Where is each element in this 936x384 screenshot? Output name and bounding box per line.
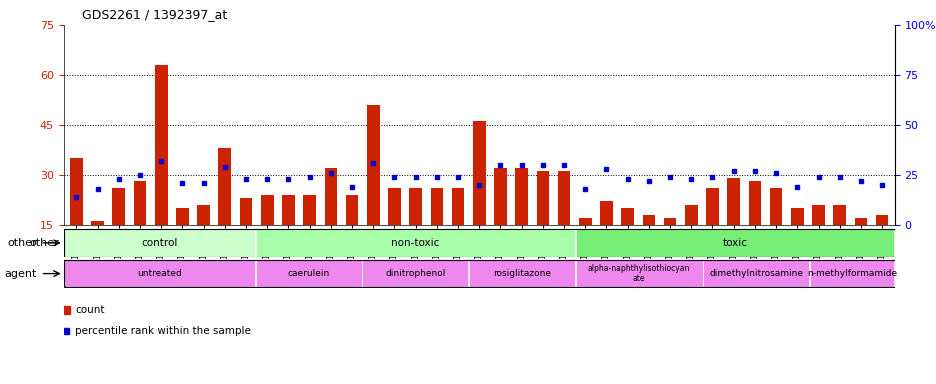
Bar <box>154 65 168 225</box>
Bar <box>748 181 760 225</box>
Text: caerulein: caerulein <box>287 269 329 278</box>
Bar <box>809 260 894 288</box>
Text: count: count <box>75 305 104 315</box>
Text: agent: agent <box>5 268 37 279</box>
Bar <box>621 208 634 225</box>
Bar <box>91 221 104 225</box>
Bar <box>642 215 654 225</box>
Text: other: other <box>29 238 59 248</box>
Bar <box>832 205 845 225</box>
Bar <box>536 171 548 225</box>
Bar <box>726 178 739 225</box>
Bar <box>663 218 676 225</box>
Text: percentile rank within the sample: percentile rank within the sample <box>75 326 251 336</box>
Bar <box>240 198 252 225</box>
Text: dinitrophenol: dinitrophenol <box>385 269 445 278</box>
Bar <box>599 201 612 225</box>
Bar <box>557 171 570 225</box>
Text: untreated: untreated <box>137 269 182 278</box>
Bar <box>875 215 887 225</box>
Bar <box>367 105 379 225</box>
Text: other: other <box>7 238 37 248</box>
Bar <box>768 188 782 225</box>
Bar <box>790 208 803 225</box>
Bar <box>812 205 824 225</box>
Text: control: control <box>141 238 178 248</box>
Bar <box>218 148 231 225</box>
Bar <box>282 195 295 225</box>
Text: non-toxic: non-toxic <box>390 238 439 248</box>
Bar <box>706 188 718 225</box>
Bar <box>473 121 485 225</box>
Text: toxic: toxic <box>722 238 747 248</box>
Bar <box>854 218 867 225</box>
Bar <box>64 229 255 257</box>
Bar <box>515 168 528 225</box>
Text: n-methylformamide: n-methylformamide <box>806 269 897 278</box>
Bar <box>388 188 401 225</box>
Bar <box>362 260 468 288</box>
Bar <box>578 218 591 225</box>
Bar <box>575 229 894 257</box>
Bar <box>324 168 337 225</box>
Bar <box>64 260 255 288</box>
Text: rosiglitazone: rosiglitazone <box>492 269 550 278</box>
Bar <box>684 205 697 225</box>
Bar <box>303 195 315 225</box>
Bar <box>134 181 146 225</box>
Bar <box>493 168 506 225</box>
Bar <box>256 229 574 257</box>
Bar <box>430 188 443 225</box>
Bar <box>575 260 702 288</box>
Bar <box>176 208 189 225</box>
Text: dimethylnitrosamine: dimethylnitrosamine <box>709 269 802 278</box>
Bar <box>703 260 809 288</box>
Text: GDS2261 / 1392397_at: GDS2261 / 1392397_at <box>82 8 227 21</box>
Bar <box>260 195 273 225</box>
Bar <box>345 195 358 225</box>
Text: alpha-naphthylisothiocyan
ate: alpha-naphthylisothiocyan ate <box>587 264 690 283</box>
Bar <box>197 205 210 225</box>
Bar <box>70 158 82 225</box>
Bar <box>256 260 361 288</box>
Bar <box>451 188 464 225</box>
Bar <box>469 260 574 288</box>
Bar <box>409 188 421 225</box>
Bar <box>112 188 125 225</box>
